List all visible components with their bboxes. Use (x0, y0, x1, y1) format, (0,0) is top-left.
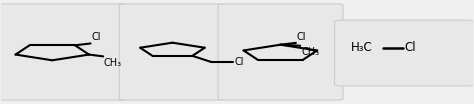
Text: Cl: Cl (235, 57, 244, 67)
Text: CH₃: CH₃ (301, 47, 319, 57)
FancyBboxPatch shape (0, 4, 128, 100)
Text: Cl: Cl (297, 32, 306, 42)
Text: CH₃: CH₃ (104, 58, 122, 68)
FancyBboxPatch shape (335, 20, 474, 86)
FancyBboxPatch shape (218, 4, 343, 100)
Text: Cl: Cl (405, 41, 416, 54)
FancyBboxPatch shape (119, 4, 228, 100)
Text: H₃C: H₃C (351, 41, 373, 54)
Text: Cl: Cl (91, 32, 101, 42)
